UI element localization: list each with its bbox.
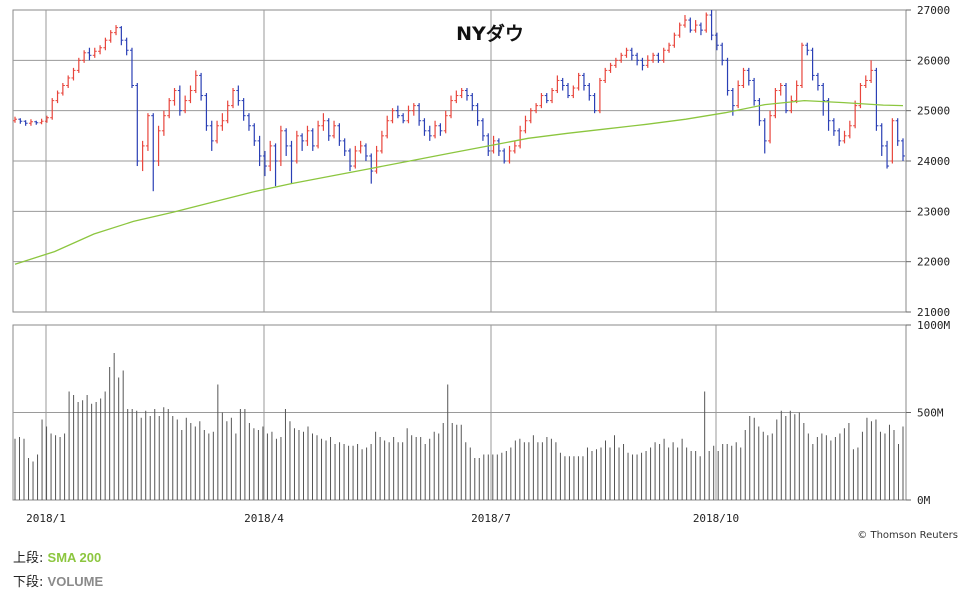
price-tick-label: 25000	[917, 105, 950, 118]
x-tick-label: 2018/7	[471, 512, 511, 525]
price-grid	[13, 59, 906, 263]
volume-tick-label: 0M	[917, 494, 931, 507]
credit-text: © Thomson Reuters	[857, 530, 958, 541]
sma200-line	[14, 99, 904, 265]
legend-lower: 下段: VOLUME	[13, 571, 103, 590]
volume-series	[14, 353, 904, 500]
legend-upper-value: SMA 200	[47, 550, 102, 565]
x-tick-label: 2018/10	[693, 512, 739, 525]
price-tick-label: 22000	[917, 256, 950, 269]
price-tick-label: 23000	[917, 205, 950, 218]
price-tick-label: 24000	[917, 155, 950, 168]
volume-axis-ticks: 1000M 500M 0M	[906, 319, 950, 507]
legend-upper: 上段: SMA 200	[13, 547, 101, 566]
legend-lower-label: 下段:	[13, 575, 44, 590]
price-tick-label: 26000	[917, 54, 950, 67]
price-tick-label: 27000	[917, 4, 950, 17]
volume-tick-label: 1000M	[917, 319, 950, 332]
candlestick-series	[13, 10, 905, 192]
legend-lower-value: VOLUME	[47, 574, 104, 589]
volume-tick-label: 500M	[917, 407, 944, 420]
price-axis-ticks: 27000 26000 25000 24000 23000 22000 21000	[906, 4, 950, 319]
price-tick-label: 21000	[917, 306, 950, 319]
legend-upper-label: 上段:	[13, 551, 44, 566]
chart-title: NYダウ	[456, 22, 524, 45]
x-tick-label: 2018/4	[244, 512, 284, 525]
x-tick-label: 2018/1	[26, 512, 66, 525]
